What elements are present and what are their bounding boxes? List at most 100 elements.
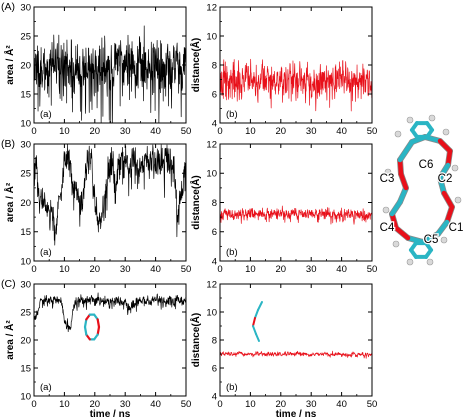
x-tick-label: 30 bbox=[120, 126, 131, 137]
y-tick-label: 10 bbox=[20, 118, 31, 129]
bond bbox=[393, 225, 411, 241]
plot-frame bbox=[219, 143, 373, 262]
molecule-inset-ring bbox=[83, 313, 101, 341]
bond bbox=[252, 325, 257, 335]
x-tick-label: 40 bbox=[150, 264, 161, 275]
x-tick-label: 0 bbox=[31, 264, 36, 275]
series-line bbox=[219, 58, 373, 112]
x-tick-label: 30 bbox=[306, 264, 317, 275]
series-line bbox=[219, 350, 373, 359]
bond bbox=[397, 139, 415, 163]
y-tick-label: 15 bbox=[20, 89, 31, 100]
x-tick-label: 10 bbox=[245, 126, 256, 137]
y-tick-label: 8 bbox=[212, 60, 217, 71]
bond bbox=[255, 333, 260, 342]
x-tick-label: 40 bbox=[336, 126, 347, 137]
y-tick-label: 10 bbox=[20, 256, 31, 267]
x-tick-label: 40 bbox=[336, 264, 347, 275]
x-tick-label: 0 bbox=[217, 399, 222, 410]
x-tick-label: 30 bbox=[120, 399, 131, 410]
hydrogen-atom bbox=[454, 196, 462, 204]
x-tick-label: 40 bbox=[150, 399, 161, 410]
x-tick-label: 0 bbox=[31, 126, 36, 137]
x-tick-label: 0 bbox=[217, 264, 222, 275]
x-tick-label: 20 bbox=[90, 126, 101, 137]
y-tick-label: 10 bbox=[206, 169, 217, 180]
y-tick-label: 10 bbox=[206, 31, 217, 42]
atom-label: C4 bbox=[380, 222, 395, 234]
y-tick-label: 6 bbox=[212, 227, 217, 238]
aromatic-bond bbox=[425, 121, 434, 132]
row-label: (C) bbox=[1, 278, 16, 290]
y-axis-label: area / Å² bbox=[3, 182, 16, 222]
bond bbox=[444, 204, 455, 225]
bond bbox=[83, 318, 88, 329]
hydrogen-atom bbox=[382, 206, 390, 214]
hydrogen-atom bbox=[394, 130, 402, 138]
y-tick-label: 6 bbox=[212, 89, 217, 100]
x-tick-label: 30 bbox=[306, 126, 317, 137]
bond bbox=[83, 325, 88, 336]
x-axis-label: time / ns bbox=[90, 409, 131, 419]
panel-label: (a) bbox=[40, 247, 52, 258]
y-tick-label: 10 bbox=[20, 391, 31, 402]
y-tick-label: 15 bbox=[20, 363, 31, 374]
x-tick-label: 20 bbox=[276, 126, 287, 137]
bond bbox=[389, 211, 399, 231]
molecule-inset-chain bbox=[252, 301, 263, 342]
bond bbox=[437, 138, 453, 154]
atom-label: C1 bbox=[449, 222, 464, 234]
hydrogen-atom bbox=[384, 168, 392, 176]
bond bbox=[441, 190, 455, 210]
series-line bbox=[33, 25, 187, 124]
x-tick-label: 10 bbox=[59, 264, 70, 275]
x-tick-label: 30 bbox=[306, 399, 317, 410]
hydrogen-atom bbox=[406, 258, 414, 266]
chart-panel: 0 10 20 30 40 50 4 6 8 10 12 distance(Å) (b) bbox=[189, 139, 377, 275]
bond bbox=[437, 175, 447, 196]
bond bbox=[437, 162, 451, 181]
y-tick-label: 6 bbox=[212, 363, 217, 374]
hydrogen-atom bbox=[426, 258, 434, 266]
atom-label: C6 bbox=[419, 159, 434, 171]
bond bbox=[254, 309, 259, 319]
hydrogen-atom bbox=[440, 236, 448, 244]
bond bbox=[96, 325, 101, 336]
y-axis-label: area / Å² bbox=[3, 320, 16, 360]
x-tick-label: 50 bbox=[181, 399, 192, 410]
y-axis-label: distance(Å) bbox=[189, 38, 202, 92]
y-tick-label: 12 bbox=[206, 279, 217, 290]
y-tick-label: 25 bbox=[20, 31, 31, 42]
bond bbox=[398, 171, 409, 191]
aromatic-bond bbox=[424, 241, 433, 252]
chart-panel: 0 10 20 30 40 50 4 6 8 10 12 distance(Å) (b) bbox=[189, 2, 377, 137]
hydrogen-atom bbox=[392, 240, 400, 248]
hydrogen-atom bbox=[428, 114, 436, 122]
molecule-structure: C6 C2 C3 C4 C5 C1 bbox=[378, 114, 465, 266]
atom-label: C3 bbox=[380, 173, 395, 185]
bond bbox=[445, 148, 453, 168]
series-line bbox=[33, 292, 187, 333]
x-tick-label: 20 bbox=[276, 264, 287, 275]
bond bbox=[397, 185, 409, 205]
x-tick-label: 10 bbox=[245, 264, 256, 275]
bond bbox=[435, 219, 450, 237]
x-tick-label: 50 bbox=[181, 126, 192, 137]
bond bbox=[397, 157, 404, 177]
panel-label: (b) bbox=[226, 109, 238, 120]
x-axis-label: time / ns bbox=[276, 409, 317, 419]
panel-label: (a) bbox=[40, 382, 52, 393]
series-line bbox=[33, 143, 187, 246]
panel-label: (b) bbox=[226, 247, 238, 258]
y-tick-label: 20 bbox=[20, 60, 31, 71]
x-tick-label: 50 bbox=[367, 126, 378, 137]
chart-panel: 0 10 20 30 40 50 4 6 8 10 12 distance(Å) time / ns (b… bbox=[189, 279, 377, 419]
y-tick-label: 25 bbox=[20, 169, 31, 180]
x-tick-label: 20 bbox=[276, 399, 287, 410]
plot-frame bbox=[219, 6, 373, 124]
row-label: (B) bbox=[1, 138, 15, 150]
